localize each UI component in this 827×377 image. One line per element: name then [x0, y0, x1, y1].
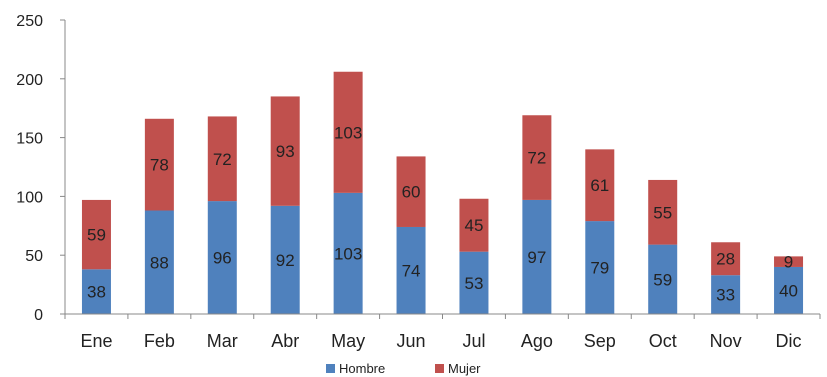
y-tick-label: 200 [16, 72, 43, 89]
bar-mujer [648, 179, 678, 245]
bar-hombre [144, 210, 174, 314]
bar-hombre [711, 275, 741, 314]
data-label-mujer: 93 [276, 142, 295, 161]
bar-hombre [396, 226, 426, 314]
bar-mujer [774, 256, 804, 267]
bar-hombre [207, 201, 237, 314]
data-label-hombre: 92 [276, 251, 295, 270]
bar-mujer [144, 118, 174, 211]
bar-mujer [459, 198, 489, 252]
data-label-hombre: 103 [334, 244, 362, 263]
x-tick-label: Ago [521, 331, 553, 351]
x-tick-label: Oct [649, 331, 677, 351]
data-label-hombre: 97 [527, 248, 546, 267]
x-tick-label: May [331, 331, 365, 351]
x-tick-label: Feb [144, 331, 175, 351]
bar-mujer [333, 71, 363, 193]
data-label-mujer: 9 [784, 253, 793, 272]
y-tick-label: 250 [16, 13, 43, 30]
bar-mujer [396, 156, 426, 227]
data-label-mujer: 78 [150, 156, 169, 175]
bar-mujer [585, 149, 615, 222]
bar-mujer [522, 115, 552, 200]
legend-label-hombre: Hombre [339, 361, 385, 376]
data-label-hombre: 38 [87, 283, 106, 302]
x-tick-label: Abr [271, 331, 299, 351]
bars: 38 59 88 78 96 72 92 93 103 103 74 60 53 45 97 72 79 61 59… [81, 71, 804, 314]
data-label-hombre: 88 [150, 253, 169, 272]
x-tick-label: Dic [776, 331, 802, 351]
x-tick-label: Sep [584, 331, 616, 351]
legend: Hombre Mujer [326, 361, 481, 376]
y-axis: 0 50 100 150 200 250 [16, 13, 66, 324]
x-tick-label: Ene [80, 331, 112, 351]
bar-hombre [81, 269, 111, 314]
y-tick-label: 50 [25, 248, 43, 265]
data-label-mujer: 60 [402, 183, 421, 202]
legend-label-mujer: Mujer [448, 361, 481, 376]
bar-hombre [774, 266, 804, 314]
data-label-mujer: 61 [590, 176, 609, 195]
data-label-mujer: 72 [527, 149, 546, 168]
bar-mujer [270, 96, 300, 206]
data-label-mujer: 72 [213, 150, 232, 169]
y-tick-label: 150 [16, 131, 43, 148]
bar-mujer [711, 242, 741, 276]
x-tick-label: Mar [207, 331, 238, 351]
data-label-hombre: 33 [716, 286, 735, 305]
data-label-hombre: 74 [402, 261, 421, 280]
legend-swatch-mujer [435, 364, 444, 373]
data-label-mujer: 45 [464, 216, 483, 235]
data-label-mujer: 28 [716, 250, 735, 269]
x-axis: Ene Feb Mar Abr May Jun Jul Ago Sep Oct Nov Dic [64, 313, 821, 351]
x-tick-label: Nov [710, 331, 742, 351]
bar-hombre [270, 205, 300, 314]
bar-mujer [81, 199, 111, 270]
data-label-mujer: 55 [653, 203, 672, 222]
data-label-hombre: 96 [213, 249, 232, 268]
x-tick-label: Jun [397, 331, 426, 351]
data-label-hombre: 53 [464, 274, 483, 293]
bar-hombre [459, 251, 489, 314]
x-tick-label: Jul [462, 331, 485, 351]
bar-hombre [648, 244, 678, 314]
data-label-hombre: 59 [653, 270, 672, 289]
bar-hombre [522, 199, 552, 314]
data-label-mujer: 59 [87, 226, 106, 245]
y-tick-label: 100 [16, 189, 43, 206]
bar-hombre [333, 192, 363, 314]
bar-mujer [207, 116, 237, 202]
data-label-mujer: 103 [334, 123, 362, 142]
bar-hombre [585, 221, 615, 314]
data-label-hombre: 40 [779, 281, 798, 300]
legend-swatch-hombre [326, 364, 335, 373]
y-tick-label: 0 [34, 307, 43, 324]
data-label-hombre: 79 [590, 259, 609, 278]
